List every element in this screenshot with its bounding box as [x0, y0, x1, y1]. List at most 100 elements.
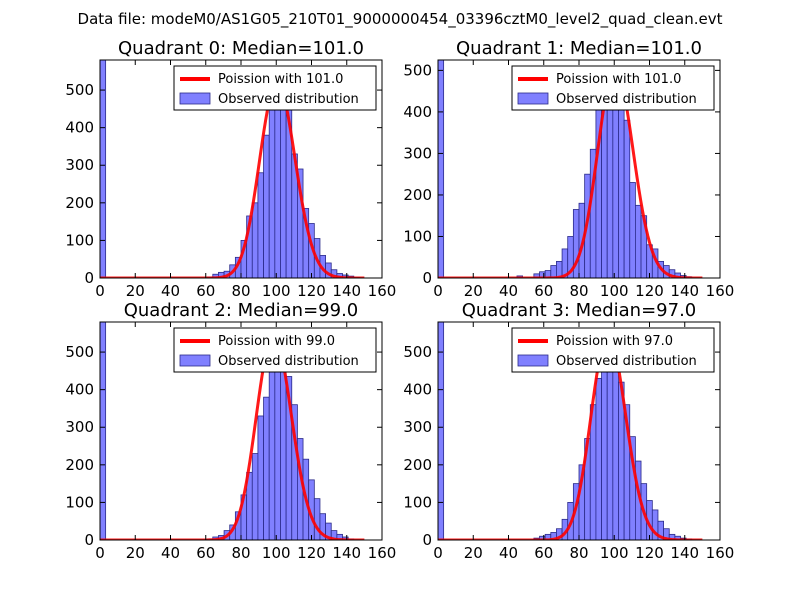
quadrant-2-ytick-label: 400 [65, 381, 94, 399]
quadrant-3-ytick-label: 100 [403, 493, 432, 511]
quadrant-3-title: Quadrant 3: Median=97.0 [462, 300, 697, 321]
quadrant-1-xtick-label: 0 [433, 282, 443, 300]
quadrant-1-xtick-label: 120 [635, 282, 664, 300]
quadrant-1-histogram-bar [550, 265, 557, 278]
quadrant-0-ytick-label: 300 [65, 156, 94, 174]
quadrant-3-ytick-label: 300 [403, 418, 432, 436]
quadrant-0-xtick-label: 140 [332, 282, 361, 300]
quadrant-0-poisson-line [100, 81, 365, 278]
quadrant-0-xtick-label: 60 [196, 282, 215, 300]
quadrant-1-xtick-label: 40 [499, 282, 518, 300]
quadrant-2-ytick-label: 500 [65, 343, 94, 361]
quadrant-2-xtick-label: 120 [297, 544, 326, 562]
quadrant-1-xtick-label: 60 [534, 282, 553, 300]
quadrant-3-xtick-label: 0 [433, 544, 443, 562]
quadrant-3-panel: 0 20 40 60 80 100 120 140 160 0 100 200 300 400 500 Qua… [403, 300, 734, 562]
quadrant-1-ytick-label: 200 [403, 186, 432, 204]
quadrant-2-legend-observed-label: Observed distribution [218, 354, 359, 369]
quadrant-3-histogram-bar [438, 322, 445, 540]
quadrant-3-poisson-line [438, 333, 703, 540]
quadrant-0-xtick-label: 0 [95, 282, 105, 300]
quadrant-3-xtick-label: 120 [635, 544, 664, 562]
quadrant-0-ytick-label: 400 [65, 119, 94, 137]
quadrant-2-xtick-label: 0 [95, 544, 105, 562]
quadrant-0-legend-poisson-label: Poission with 101.0 [218, 72, 343, 87]
quadrant-2-histogram-bar [257, 415, 264, 540]
quadrant-2-xtick-label: 100 [262, 544, 291, 562]
quadrant-3-xtick-label: 60 [534, 544, 553, 562]
quadrant-0-xtick-label: 120 [297, 282, 326, 300]
quadrant-1-panel: 0 20 40 60 80 100 120 140 160 0 100 200 300 400 500 Qua… [403, 38, 734, 300]
quadrant-1-legend-poisson-label: Poission with 101.0 [556, 72, 681, 87]
quadrant-3-histogram-bar [601, 347, 608, 540]
quadrant-2-legend: Poission with 99.0 Observed distribution [173, 327, 377, 373]
quadrant-1-xtick-label: 100 [600, 282, 629, 300]
quadrant-1-histogram-bar [629, 182, 636, 278]
quadrant-0-histogram-bar [100, 60, 107, 278]
quadrant-0-ytick-label: 500 [65, 81, 94, 99]
quadrant-2-xtick-label: 40 [161, 544, 180, 562]
quadrant-3-xtick-label: 80 [569, 544, 588, 562]
quadrant-3-legend-poisson-label: Poission with 97.0 [556, 334, 673, 349]
quadrant-2-legend-poisson-label: Poission with 99.0 [218, 334, 335, 349]
quadrant-2-histogram-bar [313, 498, 321, 540]
quadrant-0-histogram-bar [257, 172, 264, 278]
quadrant-0-histogram-bar [263, 134, 270, 278]
quadrant-0-legend: Poission with 101.0 Observed distribution [173, 65, 377, 111]
quadrant-3-legend-bar-swatch [517, 354, 549, 367]
quadrant-0-xtick-label: 80 [231, 282, 250, 300]
quadrant-3-xtick-label: 160 [706, 544, 735, 562]
quadrant-3-xtick-label: 140 [670, 544, 699, 562]
quadrant-3-legend-observed-label: Observed distribution [556, 354, 697, 369]
quadrant-1-ytick-label: 0 [422, 269, 432, 287]
quadrant-1-plot-area [438, 60, 703, 278]
quadrant-3-xtick-label: 40 [499, 544, 518, 562]
quadrant-1-ytick-label: 500 [403, 61, 432, 79]
quadrant-2-xtick-label: 20 [126, 544, 145, 562]
quadrant-2-histogram-bar [268, 359, 276, 540]
quadrant-0-ytick-label: 200 [65, 194, 94, 212]
quadrant-1-ytick-label: 400 [403, 103, 432, 121]
quadrant-0-legend-observed-label: Observed distribution [218, 92, 359, 107]
quadrant-2-xtick-label: 80 [231, 544, 250, 562]
quadrant-3-histogram-bar [595, 377, 602, 540]
quadrant-2-ytick-label: 200 [65, 456, 94, 474]
quadrant-1-poisson-line [438, 66, 703, 278]
quadrant-2-xtick-label: 60 [196, 544, 215, 562]
quadrant-2-histogram-bar [251, 453, 259, 540]
quadrant-2-ytick-label: 300 [65, 418, 94, 436]
quadrant-1-xtick-label: 80 [569, 282, 588, 300]
figure-suptitle: Data file: modeM0/AS1G05_210T01_90000004… [78, 10, 723, 29]
quadrant-0-histogram-bar [251, 202, 259, 278]
quadrant-3-xtick-label: 20 [464, 544, 483, 562]
quadrant-2-legend-bar-swatch [179, 354, 211, 367]
quadrant-2-xtick-label: 140 [332, 544, 361, 562]
quadrant-1-histogram-bar [635, 204, 642, 278]
quadrant-1-ytick-label: 100 [403, 227, 432, 245]
quadrant-0-histogram-bar [268, 106, 276, 278]
quadrant-0-legend-bar-swatch [179, 92, 211, 105]
quadrant-0-ytick-label: 100 [65, 231, 94, 249]
quadrant-1-legend: Poission with 101.0 Observed distribution [511, 65, 715, 111]
quadrant-3-xtick-label: 100 [600, 544, 629, 562]
quadrant-3-ytick-label: 0 [422, 531, 432, 549]
quadrant-0-panel: 0 20 40 60 80 100 120 140 160 0 100 200 300 400 500 Qua… [65, 38, 396, 300]
quadrant-1-xtick-label: 160 [706, 282, 735, 300]
quadrant-3-ytick-label: 400 [403, 381, 432, 399]
quadrant-3-ytick-label: 200 [403, 456, 432, 474]
quadrant-1-legend-observed-label: Observed distribution [556, 92, 697, 107]
quadrant-2-title: Quadrant 2: Median=99.0 [124, 300, 359, 321]
quadrant-1-histogram-bar [623, 119, 631, 278]
quadrant-0-xtick-label: 100 [262, 282, 291, 300]
quadrant-2-poisson-line [100, 333, 365, 540]
quadrant-2-ytick-label: 0 [84, 531, 94, 549]
quadrant-1-title: Quadrant 1: Median=101.0 [456, 38, 702, 59]
quadrant-0-title: Quadrant 0: Median=101.0 [118, 38, 364, 59]
quadrant-0-xtick-label: 160 [368, 282, 397, 300]
quadrant-3-legend: Poission with 97.0 Observed distribution [511, 327, 715, 373]
quadrant-2-xtick-label: 160 [368, 544, 397, 562]
quadrant-1-histogram-bar [618, 99, 625, 278]
quadrant-3-plot-area [438, 322, 703, 540]
